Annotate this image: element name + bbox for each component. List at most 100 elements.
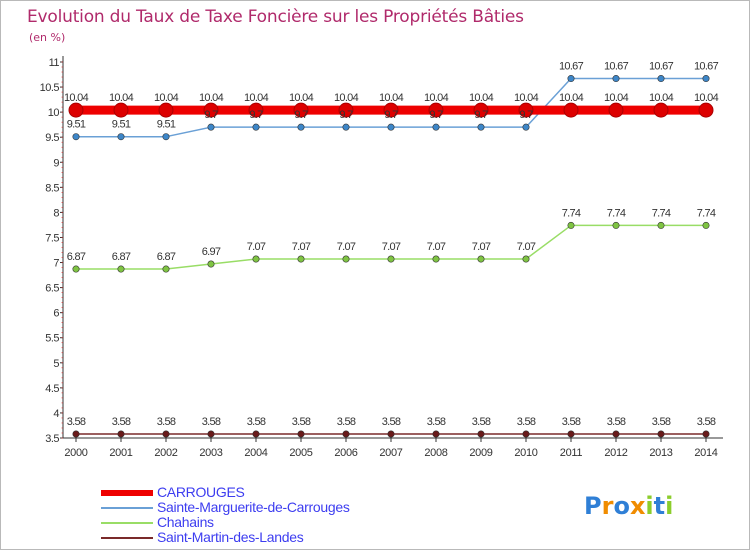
data-point <box>432 255 440 263</box>
legend-label: Sainte-Marguerite-de-Carrouges <box>157 499 350 515</box>
y-tick-label: 4 <box>53 408 59 420</box>
y-tick-label: 3.5 <box>45 433 59 445</box>
data-label: 10.04 <box>334 92 359 104</box>
data-label: 6.97 <box>202 246 221 258</box>
data-label: 9.7 <box>249 109 263 121</box>
data-point <box>297 255 305 263</box>
data-point <box>563 102 579 118</box>
data-label: 10.04 <box>199 92 224 104</box>
data-label: 10.04 <box>559 92 584 104</box>
data-label: 6.87 <box>112 251 131 263</box>
data-label: 7.07 <box>292 241 311 253</box>
data-point <box>162 430 170 438</box>
data-label: 3.58 <box>607 416 626 428</box>
data-point <box>207 430 215 438</box>
chart-title: Evolution du Taux de Taxe Foncière sur l… <box>27 7 524 27</box>
x-tick-label: 2009 <box>469 447 492 459</box>
data-point <box>203 102 219 118</box>
proxiti-logo: Proxiti <box>584 492 673 520</box>
data-point <box>297 430 305 438</box>
data-label: 7.07 <box>472 241 491 253</box>
chart-subtitle: (en %) <box>29 31 66 44</box>
x-tick-label: 2007 <box>379 447 402 459</box>
y-tick-label: 9 <box>53 157 59 169</box>
data-point <box>117 430 125 438</box>
data-point <box>338 102 354 118</box>
data-point <box>477 430 485 438</box>
logo-letter: o <box>613 492 630 520</box>
data-label: 9.51 <box>112 119 131 131</box>
data-label: 3.58 <box>562 416 581 428</box>
data-point <box>428 102 444 118</box>
data-label: 10.04 <box>244 92 269 104</box>
y-tick-label: 9.5 <box>45 132 59 144</box>
logo-letter: x <box>629 492 646 520</box>
x-tick-label: 2008 <box>424 447 447 459</box>
x-tick-label: 2013 <box>649 447 672 459</box>
legend-label: Saint-Martin-des-Landes <box>157 529 304 545</box>
data-label: 10.04 <box>469 92 494 104</box>
data-label: 9.7 <box>519 109 533 121</box>
logo-letter: P <box>584 492 602 520</box>
legend-item: Sainte-Marguerite-de-Carrouges <box>101 500 350 515</box>
data-point <box>383 102 399 118</box>
x-tick-label: 2003 <box>199 447 222 459</box>
legend-item: CARROUGES <box>101 485 350 500</box>
data-label: 10.04 <box>694 92 719 104</box>
data-point <box>72 265 80 273</box>
legend-item: Saint-Martin-des-Landes <box>101 530 350 545</box>
data-point <box>117 265 125 273</box>
legend-swatch <box>101 506 153 509</box>
data-label: 9.51 <box>67 119 86 131</box>
data-point <box>702 75 710 83</box>
data-label: 3.58 <box>202 416 221 428</box>
data-point <box>113 102 129 118</box>
legend-swatch <box>101 536 153 539</box>
data-label: 10.04 <box>289 92 314 104</box>
data-point <box>297 123 305 131</box>
y-tick-label: 10.5 <box>40 82 60 94</box>
data-label: 10.67 <box>604 61 629 73</box>
data-point <box>657 430 665 438</box>
data-point <box>612 75 620 83</box>
y-tick-label: 4.5 <box>45 383 59 395</box>
data-point <box>567 221 575 229</box>
data-label: 9.7 <box>429 109 443 121</box>
data-label: 10.04 <box>424 92 449 104</box>
data-point <box>158 102 174 118</box>
data-label: 10.04 <box>109 92 134 104</box>
data-label: 10.04 <box>154 92 179 104</box>
data-point <box>522 123 530 131</box>
data-point <box>653 102 669 118</box>
x-tick-label: 2002 <box>154 447 177 459</box>
data-point <box>473 102 489 118</box>
legend-item: Chahains <box>101 515 350 530</box>
data-point <box>522 430 530 438</box>
data-label: 10.04 <box>64 92 89 104</box>
data-label: 7.74 <box>652 207 671 219</box>
data-point <box>387 255 395 263</box>
data-point <box>477 255 485 263</box>
data-point <box>522 255 530 263</box>
data-label: 3.58 <box>652 416 671 428</box>
data-label: 3.58 <box>427 416 446 428</box>
data-point <box>72 133 80 141</box>
data-label: 3.58 <box>247 416 266 428</box>
legend-swatch <box>101 489 153 496</box>
y-tick-label: 6 <box>53 308 59 320</box>
data-label: 3.58 <box>697 416 716 428</box>
data-label: 7.07 <box>382 241 401 253</box>
data-point <box>68 102 84 118</box>
y-tick-label: 10 <box>48 107 60 119</box>
data-point <box>702 430 710 438</box>
data-label: 3.58 <box>292 416 311 428</box>
data-label: 7.07 <box>517 241 536 253</box>
legend-label: CARROUGES <box>157 484 245 500</box>
y-tick-label: 5 <box>53 358 59 370</box>
x-tick-label: 2001 <box>109 447 132 459</box>
data-point <box>252 255 260 263</box>
data-point <box>248 102 264 118</box>
x-tick-label: 2012 <box>604 447 627 459</box>
logo-letter: r <box>601 492 614 520</box>
